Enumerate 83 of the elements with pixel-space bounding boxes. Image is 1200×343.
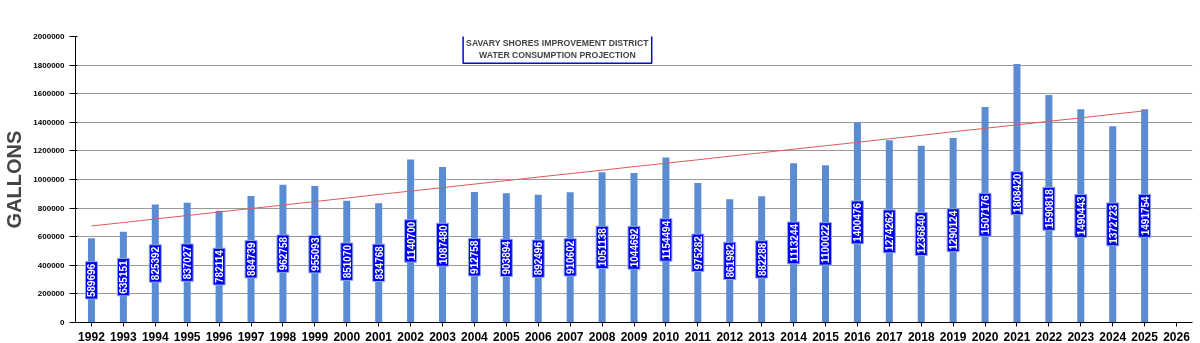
x-tick-label: 1992 <box>78 329 106 343</box>
x-tick-label: 2026 <box>1163 329 1191 343</box>
data-label: 1491754 <box>1139 195 1151 236</box>
data-label: 955093 <box>309 237 321 271</box>
x-tick-label: 2001 <box>365 329 393 343</box>
y-tick-label: 0 <box>60 318 66 327</box>
y-tick-label: 600000 <box>37 232 66 242</box>
data-label: 892496 <box>533 241 545 276</box>
x-tick-label: 2014 <box>780 329 808 343</box>
data-label: 1490443 <box>1075 196 1087 236</box>
y-tick-label: 1600000 <box>33 89 66 99</box>
x-tick-label: 2021 <box>1003 329 1031 343</box>
x-tick-label: 1993 <box>110 329 138 343</box>
y-tick-label: 200000 <box>37 289 66 299</box>
x-tick-label: 2009 <box>620 329 648 343</box>
data-label: 1290124 <box>948 210 960 250</box>
x-tick-label: 1997 <box>237 329 265 343</box>
y-tick-label: 400000 <box>37 260 66 270</box>
data-label: 1087480 <box>437 224 449 265</box>
data-label: 912758 <box>469 240 481 274</box>
data-label: 837027 <box>182 245 194 280</box>
x-tick-label: 2011 <box>684 329 712 343</box>
data-label: 903894 <box>501 240 513 275</box>
x-tick-label: 2016 <box>844 329 872 343</box>
x-tick-label: 2004 <box>461 329 489 343</box>
data-label: 1154494 <box>660 220 672 260</box>
data-label: 1044692 <box>629 227 640 268</box>
data-label: 1400476 <box>852 202 864 242</box>
data-label: 1100022 <box>820 224 832 264</box>
data-label: 962758 <box>277 236 289 271</box>
data-label: 1140700 <box>405 221 417 261</box>
y-tick-label: 800000 <box>37 203 66 213</box>
data-label: 635151 <box>118 259 130 294</box>
x-tick-label: 2017 <box>875 329 903 343</box>
x-tick-label: 1999 <box>301 329 329 343</box>
x-tick-label: 2019 <box>939 329 967 343</box>
x-tick-label: 1998 <box>269 329 297 343</box>
x-tick-label: 2023 <box>1067 329 1095 343</box>
x-tick-label: 2024 <box>1099 329 1127 343</box>
x-tick-label: 2002 <box>397 329 425 343</box>
data-label: 861982 <box>724 243 736 278</box>
x-tick-label: 1994 <box>141 329 169 343</box>
y-axis-title: GALLONS <box>3 130 26 229</box>
x-tick-label: 2020 <box>971 329 999 343</box>
data-label: 1274262 <box>884 211 896 251</box>
x-tick-label: 2005 <box>493 329 521 343</box>
data-label: 834768 <box>373 245 385 280</box>
data-label: 910602 <box>565 240 577 275</box>
x-tick-label: 1996 <box>205 329 233 343</box>
x-tick-label: 2003 <box>429 329 457 343</box>
data-label: 975282 <box>692 235 704 270</box>
data-label: 782114 <box>214 249 226 283</box>
data-label: 882288 <box>756 242 768 277</box>
text: WATER CONSUMPTION PROJECTION <box>479 50 636 61</box>
x-tick-label: 1995 <box>173 329 201 343</box>
x-tick-label: 2007 <box>556 329 584 343</box>
y-tick-label: 1800000 <box>33 60 66 70</box>
x-tick-label: 2000 <box>333 329 361 343</box>
chart-title: SAVARY SHORES IMPROVEMENT DISTRICT <box>466 38 650 49</box>
x-tick-label: 2012 <box>716 329 744 343</box>
data-label: 851070 <box>341 244 353 279</box>
x-tick-label: 2008 <box>588 329 616 343</box>
data-label: 1113244 <box>788 223 800 262</box>
x-tick-label: 2006 <box>524 329 552 343</box>
data-label: 884739 <box>246 242 258 276</box>
y-tick-label: 1200000 <box>33 146 66 156</box>
data-label: 1507176 <box>980 194 992 235</box>
data-label: 1808420 <box>1011 173 1023 213</box>
x-tick-label: 2015 <box>812 329 840 343</box>
data-label: 1051138 <box>597 227 609 267</box>
x-tick-label: 2025 <box>1131 329 1159 343</box>
data-label: 1372723 <box>1107 204 1119 244</box>
data-label: 1236840 <box>916 214 928 254</box>
y-tick-label: 1400000 <box>33 117 66 127</box>
data-label: 1590818 <box>1043 188 1055 229</box>
x-tick-label: 2018 <box>907 329 935 343</box>
x-tick-label: 2022 <box>1035 329 1063 343</box>
x-tick-label: 2010 <box>652 329 680 343</box>
y-tick-label: 2000000 <box>33 32 66 41</box>
y-tick-label: 1000000 <box>33 175 66 184</box>
data-label: 825392 <box>150 246 162 281</box>
data-label: 589696 <box>86 263 98 298</box>
x-tick-label: 2013 <box>748 329 776 343</box>
